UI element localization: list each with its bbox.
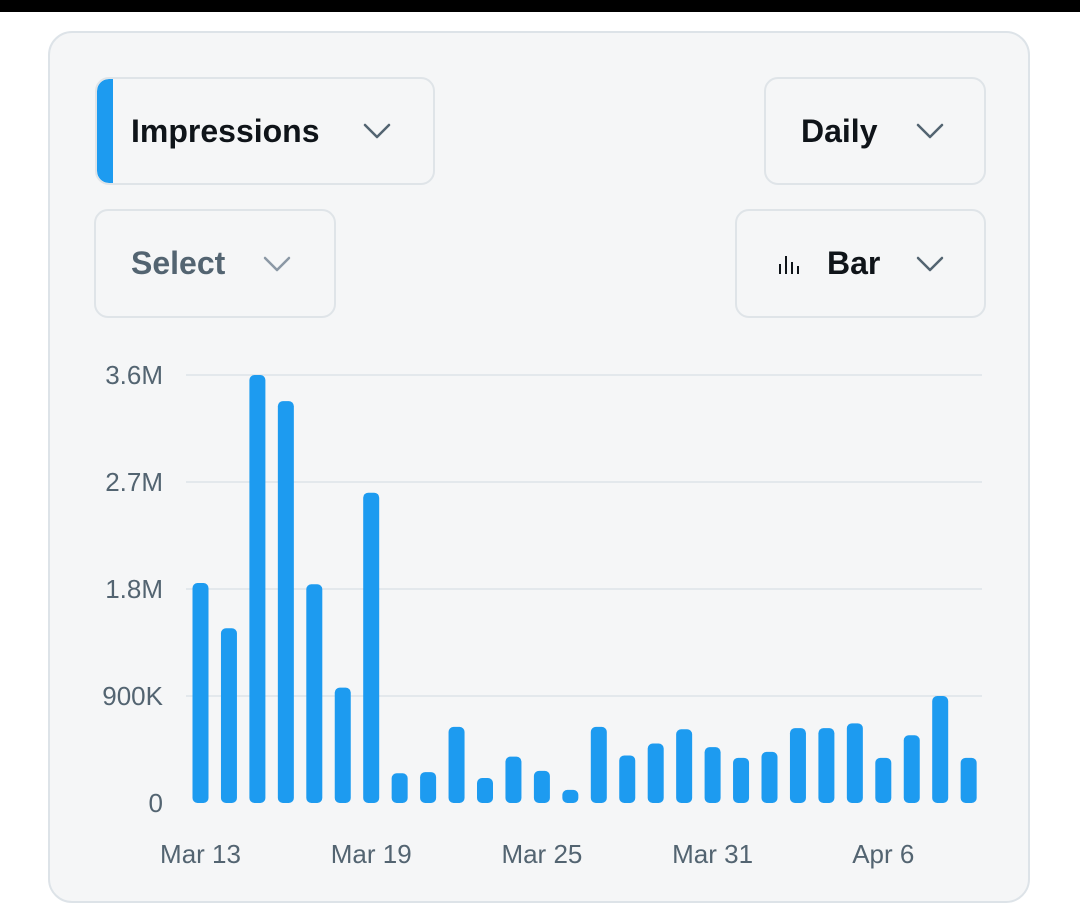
bar (960, 757, 977, 803)
compare-dropdown[interactable]: Select (94, 209, 336, 318)
chart-type-dropdown[interactable]: Bar (735, 209, 986, 318)
bar (619, 755, 636, 803)
bar (391, 773, 408, 803)
y-tick-label: 3.6M (105, 360, 163, 390)
status-bar (0, 0, 1080, 12)
bar (420, 772, 437, 803)
bar (704, 747, 721, 803)
bar (192, 583, 209, 803)
bar (903, 735, 920, 803)
x-tick-label: Apr 6 (852, 839, 914, 869)
bar (533, 770, 550, 803)
bar (277, 401, 294, 803)
compare-dropdown-label: Select (131, 245, 226, 281)
bar (590, 726, 607, 803)
chevron-down-icon (263, 256, 291, 271)
period-dropdown[interactable]: Daily (764, 77, 986, 185)
bar (733, 757, 750, 803)
bar (477, 778, 493, 803)
bar (846, 723, 863, 803)
y-tick-label: 1.8M (105, 574, 163, 604)
bar (676, 729, 693, 803)
bar (875, 757, 892, 803)
chevron-down-icon (916, 123, 944, 139)
chart-type-dropdown-label: Bar (827, 245, 881, 281)
metric-dropdown-label: Impressions (131, 112, 320, 149)
bar (818, 728, 835, 803)
bar (761, 751, 778, 803)
bar (220, 628, 237, 803)
bar (505, 756, 522, 803)
period-dropdown-label: Daily (801, 112, 878, 149)
bar (647, 743, 664, 803)
y-tick-label: 900K (102, 681, 163, 711)
x-tick-label: Mar 25 (501, 839, 582, 869)
chevron-down-icon (916, 256, 944, 271)
bar-chart-icon (779, 255, 799, 274)
bar (306, 584, 323, 803)
y-tick-label: 2.7M (105, 467, 163, 497)
chevron-down-icon (363, 123, 391, 139)
bar (562, 789, 579, 803)
x-tick-label: Mar 13 (160, 839, 241, 869)
x-tick-label: Mar 31 (672, 839, 753, 869)
y-tick-label: 0 (149, 788, 163, 818)
bar (932, 696, 949, 803)
bar (363, 492, 380, 803)
bar (334, 687, 351, 803)
metric-accent-bar (97, 79, 113, 183)
bar (448, 726, 465, 803)
bar (249, 375, 266, 803)
bar (789, 728, 806, 803)
metric-dropdown[interactable]: Impressions (95, 77, 435, 185)
x-tick-label: Mar 19 (331, 839, 412, 869)
